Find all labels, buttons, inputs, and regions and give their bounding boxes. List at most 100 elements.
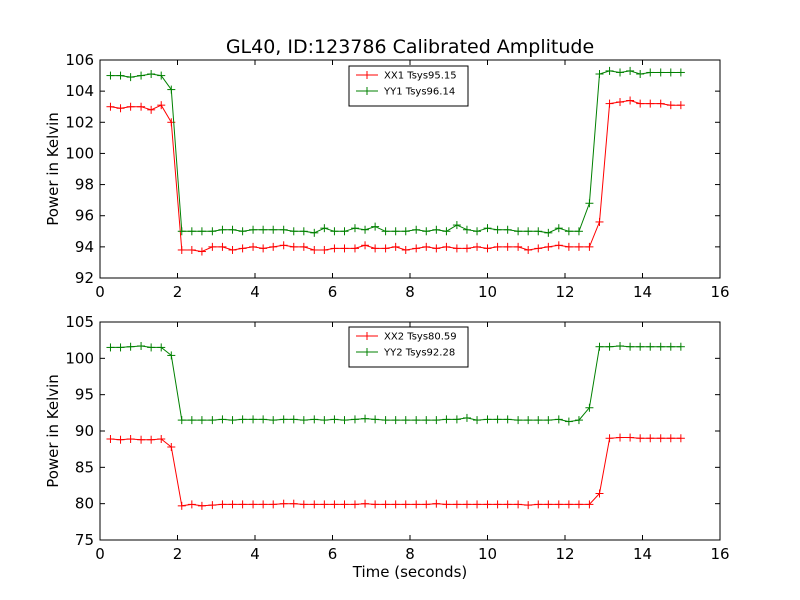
top-series-1-point <box>259 244 268 253</box>
top-series-1-point <box>493 242 502 251</box>
bottom-series-1-point <box>350 500 359 509</box>
bottom-series-2-point <box>259 415 268 424</box>
top-series-1-point <box>585 242 594 251</box>
top-series-2-point <box>422 227 431 236</box>
top-subplot: Power in Kelvin 0 2 4 6 8 10 12 14 16 92 94 96 98 10… <box>44 51 730 301</box>
bottom-series-1-point <box>147 435 156 444</box>
bottom-series-1-point <box>361 499 370 508</box>
bottom-series-1-point <box>473 500 482 509</box>
top-series-1-point <box>279 241 288 250</box>
top-series-1-point <box>442 242 451 251</box>
bottom-series-2-point <box>524 416 533 425</box>
top-series-2-point <box>167 85 176 94</box>
bottom-series-1-point <box>503 500 512 509</box>
top-x-tick-label: 2 <box>173 283 183 301</box>
bottom-series-2-point <box>544 416 553 425</box>
bottom-series-1-point <box>249 500 258 509</box>
bottom-series-2-point <box>554 415 563 424</box>
bottom-series-2-point <box>564 417 573 426</box>
bottom-series-1-point <box>238 500 247 509</box>
top-series-2-point <box>197 227 206 236</box>
bottom-series-1-point <box>462 500 471 509</box>
bottom-series-2-point <box>676 342 685 351</box>
bottom-series-1-point <box>137 435 146 444</box>
top-series-1-point <box>452 244 461 253</box>
top-series-1-point <box>544 242 553 251</box>
top-series-1-point <box>483 244 492 253</box>
top-series-1-point <box>595 217 604 226</box>
bottom-series-2-point <box>187 416 196 425</box>
top-series-2-point <box>126 73 135 82</box>
bottom-series-1-point <box>381 500 390 509</box>
top-series-2-point <box>137 71 146 80</box>
bottom-series-1-point <box>585 500 594 509</box>
bottom-series-2-point <box>269 416 278 425</box>
bottom-series-2-point <box>503 415 512 424</box>
figure-title: GL40, ID:123786 Calibrated Amplitude <box>226 36 594 58</box>
bottom-series-2-point <box>340 416 349 425</box>
top-series-2-point <box>595 70 604 79</box>
top-series-1-point <box>218 242 227 251</box>
bottom-subplot: Power in Kelvin Time (seconds) 0 2 4 6 8 10 12… <box>44 313 730 581</box>
bottom-series-2-point <box>595 342 604 351</box>
bottom-x-tick-label: 8 <box>405 545 415 563</box>
bottom-series-2-point <box>126 342 135 351</box>
top-legend-item: YY1 Tsys96.14 <box>356 87 455 98</box>
top-series-2-point <box>514 227 523 236</box>
top-series-2-point <box>442 227 451 236</box>
bottom-series-2-point <box>279 415 288 424</box>
top-series-2-point <box>259 225 268 234</box>
top-series-2-point <box>208 227 217 236</box>
bottom-series-2-point <box>646 342 655 351</box>
top-series-2-point <box>361 225 370 234</box>
bottom-series-2-point <box>432 416 441 425</box>
bottom-series-1-point <box>157 434 166 443</box>
bottom-series-2-point <box>462 413 471 422</box>
top-series-1-point <box>269 242 278 251</box>
bottom-legend: XX2 Tsys80.59 YY2 Tsys92.28 <box>348 326 469 368</box>
top-series-2-point <box>350 224 359 233</box>
bottom-series-2-point <box>350 415 359 424</box>
top-x-tick-label: 4 <box>250 283 260 301</box>
top-series-2-point <box>391 227 400 236</box>
top-series-2-point <box>473 227 482 236</box>
bottom-series-2-point <box>636 342 645 351</box>
top-x-tick-label: 14 <box>633 283 652 301</box>
bottom-x-tick-label: 6 <box>328 545 338 563</box>
bottom-series-2-point <box>330 415 339 424</box>
bottom-series-2-point <box>473 416 482 425</box>
bottom-series-2-point <box>320 416 329 425</box>
bottom-series-1-point <box>432 499 441 508</box>
top-series-1-point <box>503 242 512 251</box>
top-series-2-point <box>452 221 461 230</box>
top-series-2-point <box>177 227 186 236</box>
bottom-series-2-point <box>310 415 319 424</box>
top-series-2-point <box>666 68 675 77</box>
bottom-series-1-point <box>391 500 400 509</box>
top-series-1-point <box>197 247 206 256</box>
bottom-series-1-point <box>534 500 543 509</box>
bottom-series-1-point <box>126 434 135 443</box>
bottom-series-2-point <box>391 416 400 425</box>
top-series-1-point <box>473 242 482 251</box>
bottom-y-tick-label: 80 <box>75 495 94 513</box>
bottom-x-tick-label: 12 <box>555 545 574 563</box>
bottom-series-1-point <box>524 501 533 510</box>
top-series-2-point <box>381 227 390 236</box>
top-series-2-point <box>330 227 339 236</box>
top-y-tick-label: 96 <box>75 207 94 225</box>
top-series-1-point <box>666 101 675 110</box>
bottom-series-2-point <box>106 343 115 352</box>
bottom-series-2-point <box>442 415 451 424</box>
bottom-series-1-point <box>626 433 635 442</box>
top-series-1-point <box>361 241 370 250</box>
top-x-tick-label: 6 <box>328 283 338 301</box>
bottom-series-1-point <box>197 501 206 510</box>
bottom-series-2-point <box>626 342 635 351</box>
top-series-2-point <box>249 225 258 234</box>
top-series-2-point <box>228 225 237 234</box>
top-y-tick-label: 98 <box>75 176 94 194</box>
bottom-series-1-point <box>616 433 625 442</box>
bottom-series-1-point <box>412 500 421 509</box>
